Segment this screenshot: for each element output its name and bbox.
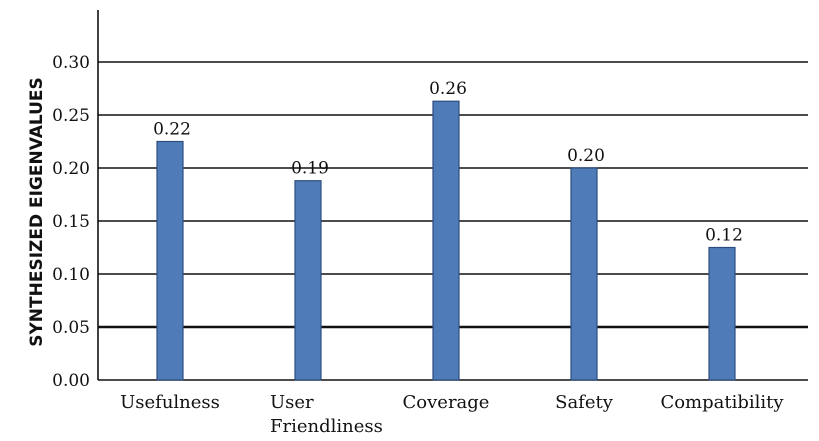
y-tick-label: 0.05 xyxy=(52,318,90,338)
y-tick-label: 0.25 xyxy=(52,106,90,126)
bar xyxy=(432,100,460,381)
data-label: 0.20 xyxy=(567,146,605,166)
bar xyxy=(156,140,184,381)
y-tick-label: 0.15 xyxy=(52,212,90,232)
x-tick-label: Compatibility xyxy=(660,392,784,413)
bars xyxy=(156,100,736,381)
y-tick-label: 0.30 xyxy=(52,53,90,73)
y-tick-label: 0.10 xyxy=(52,265,90,285)
x-tick-label: User xyxy=(270,392,314,413)
data-label: 0.19 xyxy=(291,159,329,179)
bar xyxy=(294,180,322,381)
y-axis-title: SYNTHESIZED EIGENVALUES xyxy=(27,77,47,347)
data-label: 0.22 xyxy=(153,120,191,140)
data-label: 0.26 xyxy=(429,79,467,99)
data-label: 0.12 xyxy=(705,226,743,246)
x-tick-label: Friendliness xyxy=(270,416,383,436)
x-tick-label: Usefulness xyxy=(120,392,220,413)
y-tick-label: 0.00 xyxy=(52,371,90,391)
bar xyxy=(570,167,598,381)
labels: 0.00 0.05 0.10 0.15 0.20 0.25 0.30 0.22 Usefulne… xyxy=(52,53,784,437)
y-tick-label: 0.20 xyxy=(52,159,90,179)
x-tick-label: Coverage xyxy=(403,392,490,413)
bar xyxy=(708,246,736,381)
x-tick-label: Safety xyxy=(555,392,614,413)
